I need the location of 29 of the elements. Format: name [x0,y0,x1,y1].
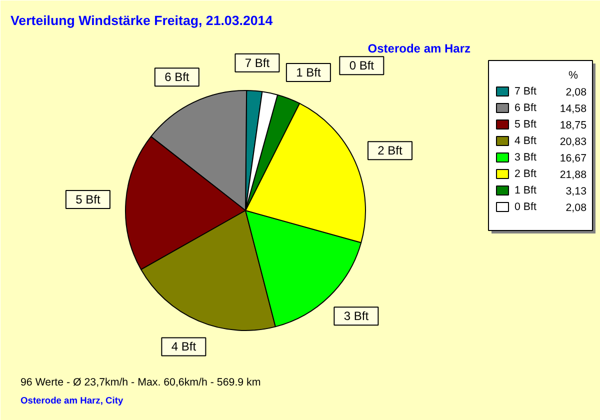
data-label: 2,08 [566,202,587,214]
category-label: 0 Bft [349,58,374,73]
slice-label: 5 Bft [76,192,101,206]
chart-subtitle: Osterode am Harz [368,42,470,56]
data-label: 20,83 [560,136,587,148]
data-label: 3,13 [566,186,587,198]
slice-label: 4 Bft [171,340,197,354]
data-label: 2,08 [566,86,587,98]
slice-label: 7 Bft [244,56,270,70]
data-label: 21,88 [560,169,587,181]
chart-title: Verteilung Windstärke Freitag, 21.03.2014 [10,13,274,28]
slice-label: 3 Bft [344,309,370,324]
legend-label: 1 Bft [514,184,536,196]
slice-label: 1 Bft [296,65,322,80]
legend-label: 2 Bft [514,168,536,180]
data-label: 18,75 [560,120,587,132]
text: Osterode am Harz, City [20,396,124,406]
text: 96 Werte - Ø 23,7km/h - Max. 60,6km/h - 569.9 km [20,376,261,388]
data-label: 14,58 [560,103,587,115]
legend-label: 0 Bft [514,201,536,213]
data-label: 16,67 [560,152,587,164]
legend-title: % [568,70,578,82]
slice-label: 2 Bft [378,144,404,158]
legend-label: 3 Bft [514,152,536,164]
slice-label: 6 Bft [164,70,190,84]
legend-label: 7 Bft [514,86,536,98]
legend-label: 4 Bft [514,135,536,147]
legend-label: 6 Bft [514,102,536,114]
legend-label: 5 Bft [514,118,536,130]
